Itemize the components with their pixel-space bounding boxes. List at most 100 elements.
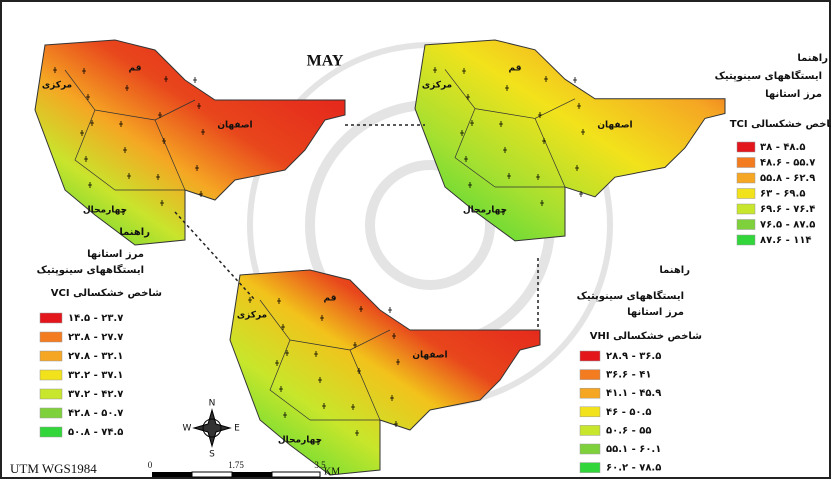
province-label: اصفهان bbox=[412, 351, 447, 361]
legend-class: ۶۰.۲ - ۷۸.۵ bbox=[606, 463, 661, 474]
station bbox=[86, 94, 90, 100]
legend-class: ۴۶ - ۵۰.۵ bbox=[606, 407, 651, 418]
station bbox=[195, 165, 199, 171]
province-label: چهارمحال bbox=[278, 436, 322, 446]
scale-tick: 3.5 bbox=[314, 460, 326, 470]
legend-borders: مرز استانها bbox=[765, 89, 822, 100]
legend-swatch bbox=[39, 331, 63, 343]
station bbox=[390, 395, 394, 401]
station bbox=[536, 174, 540, 180]
station bbox=[275, 360, 279, 366]
station bbox=[285, 350, 289, 356]
station bbox=[279, 386, 283, 392]
legend-class: ۱۴.۵ - ۲۳.۷ bbox=[68, 313, 123, 324]
legend-index-title: شاخص خشکسالی TCI bbox=[730, 119, 831, 130]
station bbox=[388, 307, 392, 313]
province-label: مرکزی bbox=[237, 311, 267, 321]
station bbox=[577, 103, 581, 109]
station bbox=[320, 315, 324, 321]
vhi-map bbox=[229, 269, 541, 476]
station bbox=[542, 138, 546, 144]
legend-stations: ایستگاههای سینوپتیک bbox=[715, 69, 822, 82]
legend-class: ۶۳ - ۶۹.۵ bbox=[760, 189, 805, 200]
legend-swatch bbox=[579, 425, 601, 436]
station bbox=[80, 130, 84, 136]
station bbox=[359, 306, 363, 312]
station bbox=[464, 156, 468, 162]
legend-heading: راهنما bbox=[659, 265, 690, 276]
station bbox=[201, 129, 205, 135]
legend-class: ۵۰.۸ - ۷۴.۵ bbox=[68, 427, 123, 438]
station bbox=[121, 209, 125, 215]
station bbox=[82, 68, 86, 74]
dynamic-layer: قم مرکزی اصفهان چهارمحال قم مرکزی اصفهان چهارمح… bbox=[37, 53, 831, 474]
legend-class: ۲۷.۸ - ۳۲.۱ bbox=[68, 351, 123, 362]
legend-class: ۳۷.۲ - ۴۲.۷ bbox=[68, 389, 123, 400]
legend-class: ۵۵.۸ - ۶۲.۹ bbox=[760, 173, 815, 184]
legend-class: ۳۸ - ۴۸.۵ bbox=[760, 142, 805, 153]
station bbox=[158, 112, 162, 118]
scale-unit: KM bbox=[324, 466, 340, 477]
legend-swatch bbox=[579, 443, 601, 455]
station bbox=[156, 174, 160, 180]
station bbox=[127, 173, 131, 179]
legend-swatch bbox=[39, 312, 63, 324]
station bbox=[392, 333, 396, 339]
legend-swatch bbox=[579, 406, 601, 418]
station bbox=[462, 68, 466, 74]
station bbox=[53, 67, 57, 73]
station bbox=[499, 121, 503, 127]
station bbox=[470, 120, 474, 126]
legend-swatch bbox=[39, 369, 63, 381]
station bbox=[433, 67, 437, 73]
legend-swatch bbox=[39, 388, 63, 400]
station bbox=[160, 200, 164, 206]
station bbox=[88, 182, 92, 188]
legend-swatch bbox=[579, 387, 601, 399]
legend-swatch bbox=[579, 350, 601, 362]
legend-swatch bbox=[736, 172, 756, 184]
province-label: مرکزی bbox=[422, 81, 452, 91]
legend-class: ۲۳.۸ - ۲۷.۷ bbox=[68, 332, 123, 343]
station bbox=[322, 403, 326, 409]
compass: N E S W bbox=[183, 399, 241, 460]
legend-class: ۴۲.۸ - ۵۰.۷ bbox=[68, 408, 123, 419]
compass-s: S bbox=[209, 450, 215, 460]
station bbox=[573, 77, 577, 83]
legend-swatch bbox=[736, 188, 756, 199]
projection: UTM WGS1984 bbox=[10, 461, 97, 476]
province-label: مرکزی bbox=[42, 81, 72, 91]
legend-class: ۵۵.۱ - ۶۰.۱ bbox=[606, 444, 661, 455]
compass-n: N bbox=[209, 399, 216, 409]
legend-stations: ایستگاههای سینوپتیک bbox=[37, 263, 144, 276]
station bbox=[281, 324, 285, 330]
station bbox=[351, 404, 355, 410]
station bbox=[193, 77, 197, 83]
station bbox=[199, 191, 203, 197]
legend-swatch bbox=[39, 407, 63, 419]
station bbox=[579, 191, 583, 197]
province-label: چهارمحال bbox=[463, 206, 507, 216]
province-label: قم bbox=[324, 294, 337, 304]
legend-class: ۶۹.۶ - ۷۶.۴ bbox=[760, 204, 815, 215]
tci-map bbox=[414, 39, 726, 242]
province-label: اصفهان bbox=[217, 121, 252, 131]
vci-map bbox=[34, 39, 346, 246]
station bbox=[197, 103, 201, 109]
legend-borders: مرز استانها bbox=[627, 307, 684, 318]
station bbox=[538, 112, 542, 118]
compass-e: E bbox=[234, 424, 240, 434]
legend-heading: راهنما bbox=[119, 227, 150, 238]
legend-swatch bbox=[736, 157, 756, 168]
legend-swatch bbox=[579, 462, 601, 473]
legend-swatch bbox=[39, 426, 63, 438]
province-label: اصفهان bbox=[597, 121, 632, 131]
station bbox=[316, 439, 320, 445]
scale-bar: 0 1.75 3.5 KM UTM WGS1984 bbox=[10, 460, 340, 478]
legend-stations: ایستگاههای سینوپتیک bbox=[577, 289, 684, 302]
legend-class: ۴۱.۱ - ۴۵.۹ bbox=[606, 388, 661, 399]
legend-swatch bbox=[39, 350, 63, 362]
station bbox=[125, 85, 129, 91]
